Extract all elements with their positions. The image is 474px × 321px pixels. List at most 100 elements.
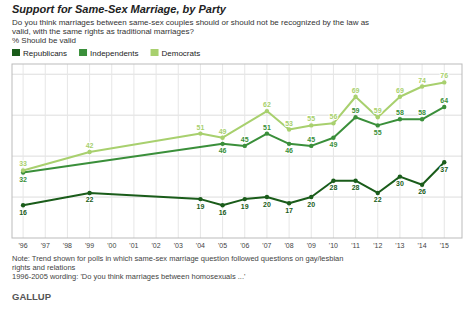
x-grid-line: [200, 64, 201, 238]
x-tick-label: '12: [373, 242, 382, 249]
point-marker: [331, 121, 335, 125]
x-grid-line: [244, 64, 245, 238]
point-marker: [442, 80, 446, 84]
x-tick-label: '01: [129, 242, 138, 249]
point-marker: [398, 174, 402, 178]
subtitle: Do you think marriages between same-sex …: [12, 18, 369, 27]
grid: [12, 64, 462, 238]
data-label: 20: [307, 201, 315, 208]
data-label: 46: [285, 147, 293, 154]
point-marker: [21, 168, 25, 172]
point-marker: [309, 144, 313, 148]
data-label: 20: [263, 201, 271, 208]
x-tick-label: '02: [152, 242, 161, 249]
data-labels: 1622191619201720282822302637324645514645…: [19, 72, 448, 215]
subtitle: % Should be valid: [12, 36, 76, 45]
x-tick-label: '10: [329, 242, 338, 249]
point-marker: [265, 195, 269, 199]
point-marker: [265, 109, 269, 113]
x-tick-label: '06: [240, 242, 249, 249]
data-label: 69: [396, 87, 404, 94]
x-grid-line: [266, 64, 267, 238]
x-tick-label: '00: [107, 242, 116, 249]
x-grid-line: [444, 64, 445, 238]
point-marker: [420, 84, 424, 88]
data-label: 51: [263, 124, 271, 131]
data-label: 37: [440, 166, 448, 173]
data-label: 76: [440, 72, 448, 79]
x-grid-line: [311, 64, 312, 238]
series-line: [23, 107, 444, 173]
point-marker: [287, 127, 291, 131]
point-marker: [353, 95, 357, 99]
data-label: 46: [219, 147, 227, 154]
data-label: 58: [418, 109, 426, 116]
data-label: 26: [418, 188, 426, 195]
point-marker: [265, 131, 269, 135]
data-label: 49: [330, 141, 338, 148]
x-tick-label: '09: [307, 242, 316, 249]
data-label: 64: [440, 97, 448, 104]
data-label: 58: [396, 109, 404, 116]
data-label: 33: [19, 160, 27, 167]
point-marker: [220, 142, 224, 146]
legend-swatch: [151, 49, 159, 56]
x-grid-line: [422, 64, 423, 238]
data-label: 49: [219, 128, 227, 135]
x-tick-label: '15: [440, 242, 449, 249]
legend-label: Republicans: [23, 49, 67, 58]
y-grid-line: [12, 115, 462, 116]
x-grid-line: [111, 64, 112, 238]
point-marker: [376, 191, 380, 195]
title: Support for Same-Sex Marriage, by Party: [12, 3, 227, 15]
x-tick-label: '05: [218, 242, 227, 249]
data-label: 51: [197, 124, 205, 131]
data-label: 16: [19, 209, 27, 216]
data-label: 45: [307, 136, 315, 143]
data-label: 55: [374, 129, 382, 136]
y-grid-line: [12, 74, 462, 75]
series-line: [23, 82, 444, 170]
x-grid-line: [333, 64, 334, 238]
point-marker: [331, 178, 335, 182]
point-marker: [243, 144, 247, 148]
data-label: 28: [330, 184, 338, 191]
legend-swatch: [12, 49, 20, 56]
point-marker: [376, 123, 380, 127]
point-marker: [287, 201, 291, 205]
legend-label: Independents: [90, 49, 139, 58]
point-marker: [198, 131, 202, 135]
series-line: [23, 162, 444, 205]
x-grid-line: [377, 64, 378, 238]
note: rights and relations: [12, 263, 76, 272]
point-marker: [309, 195, 313, 199]
data-label: 55: [307, 115, 315, 122]
point-marker: [420, 117, 424, 121]
data-label: 59: [352, 107, 360, 114]
data-label: 59: [374, 107, 382, 114]
point-marker: [87, 191, 91, 195]
x-tick-label: '04: [196, 242, 205, 249]
data-label: 17: [285, 207, 293, 214]
x-grid-line: [156, 64, 157, 238]
y-grid-line: [12, 197, 462, 198]
point-marker: [331, 135, 335, 139]
data-label: 53: [285, 120, 293, 127]
legend: Republicans Independents Democrats: [12, 49, 200, 58]
data-label: 62: [263, 101, 271, 108]
x-tick-label: '07: [262, 242, 271, 249]
x-tick-label: '96: [19, 242, 28, 249]
note: Note: Trend shown for polls in which sam…: [12, 254, 343, 263]
x-tick-label: '13: [395, 242, 404, 249]
data-label: 16: [219, 209, 227, 216]
x-tick-label: '97: [41, 242, 50, 249]
legend-label: Democrats: [162, 49, 201, 58]
point-marker: [420, 183, 424, 187]
data-label: 30: [396, 180, 404, 187]
data-label: 56: [330, 113, 338, 120]
x-tick-label: '14: [418, 242, 427, 249]
point-marker: [442, 105, 446, 109]
data-label: 42: [86, 142, 94, 149]
point-marker: [287, 142, 291, 146]
point-marker: [243, 197, 247, 201]
